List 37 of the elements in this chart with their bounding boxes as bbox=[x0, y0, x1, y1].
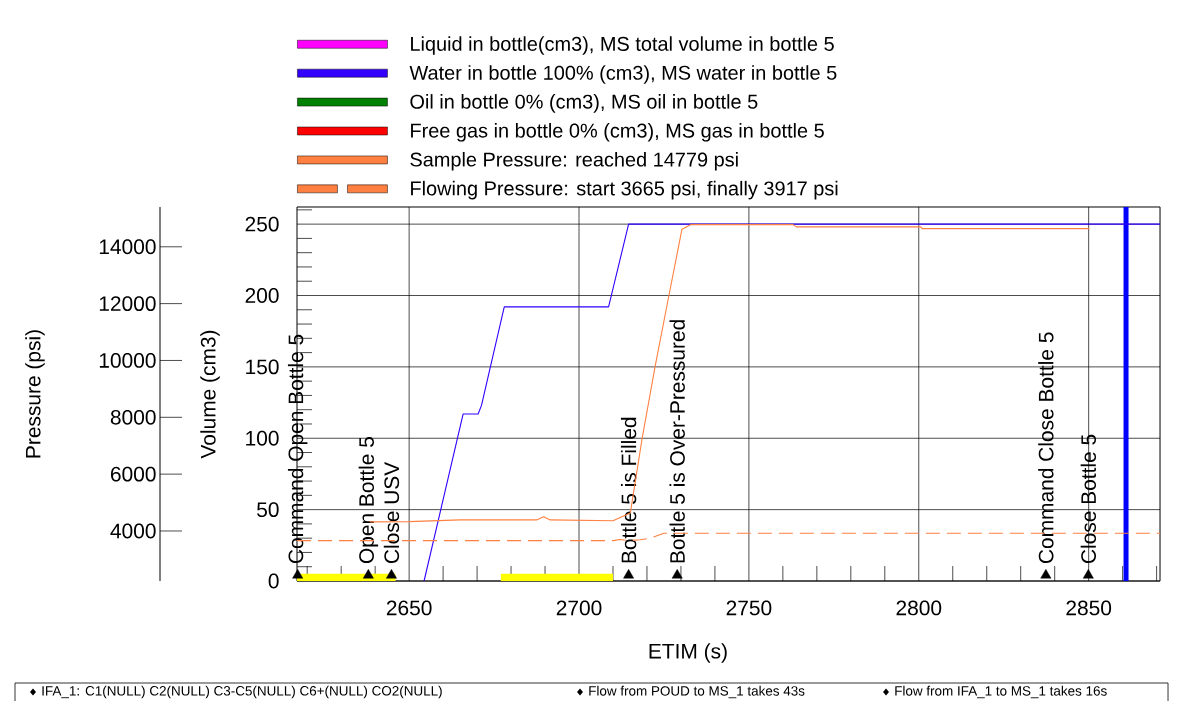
data-label: Close USV bbox=[383, 461, 400, 564]
y2-tick-label: 12000 bbox=[99, 296, 156, 312]
y-tick-label: 200 bbox=[245, 288, 279, 303]
y2-axis-title: Pressure (psi) bbox=[25, 330, 45, 458]
data-label: Command Close Bottle 5 bbox=[1038, 332, 1054, 564]
y-tick-label: 150 bbox=[246, 359, 279, 375]
legend-label: Flowing Pressure: start 3665 psi, finally 3917 psi bbox=[411, 180, 838, 200]
y2-tick-label: 6000 bbox=[111, 466, 156, 482]
x-tick-label: 2750 bbox=[726, 600, 772, 616]
line-series bbox=[423, 223, 1161, 582]
y2-tick-label: 10000 bbox=[99, 353, 156, 368]
legend-label: Free gas in bottle 0% (cm3), MS gas in bottle 5 bbox=[411, 123, 824, 142]
y-tick-label: 50 bbox=[257, 502, 279, 518]
y-axis-title: Volume (cm3) bbox=[200, 330, 220, 459]
y2-tick-label: 8000 bbox=[110, 409, 156, 425]
legend-label: Sample Pressure: reached 14779 psi bbox=[410, 151, 738, 171]
legend-label: Oil in bottle 0% (cm3), MS oil in bottle 5 bbox=[410, 94, 758, 113]
data-label: Close Bottle 5 bbox=[1080, 434, 1097, 564]
data-label: Bottle 5 is Over-Pressured bbox=[669, 320, 685, 563]
y-tick-label: 100 bbox=[246, 430, 279, 446]
text: Flow from POUD to MS_1 takes 43s bbox=[589, 685, 805, 699]
y-tick-label: 250 bbox=[245, 216, 279, 232]
x-tick-label: 2850 bbox=[1066, 600, 1112, 616]
text: IFA_1: C1(NULL) C2(NULL) C3-C5(NULL) C6+(NULL) CO2(NULL) bbox=[42, 685, 442, 699]
y-tick-label: 0 bbox=[268, 573, 279, 589]
legend-label: Water in bottle 100% (cm3), MS water in bottle 5 bbox=[409, 65, 837, 84]
y2-tick-label: 4000 bbox=[110, 523, 156, 539]
text: Flow from IFA_1 to MS_1 takes 16s bbox=[895, 685, 1107, 699]
data-label: Open Bottle 5 bbox=[358, 437, 379, 564]
data-label: Command Open Bottle 5 bbox=[287, 334, 308, 564]
x-tick-label: 2800 bbox=[896, 600, 942, 616]
x-axis-title: ETIM (s) bbox=[649, 643, 727, 663]
x-tick-label: 2700 bbox=[556, 600, 602, 616]
y2-tick-label: 14000 bbox=[99, 239, 156, 255]
data-label: Bottle 5 is Filled bbox=[620, 417, 637, 563]
x-tick-label: 2650 bbox=[386, 600, 432, 616]
legend-label: Liquid in bottle(cm3), MS total volume in bottle 5 bbox=[411, 36, 834, 55]
